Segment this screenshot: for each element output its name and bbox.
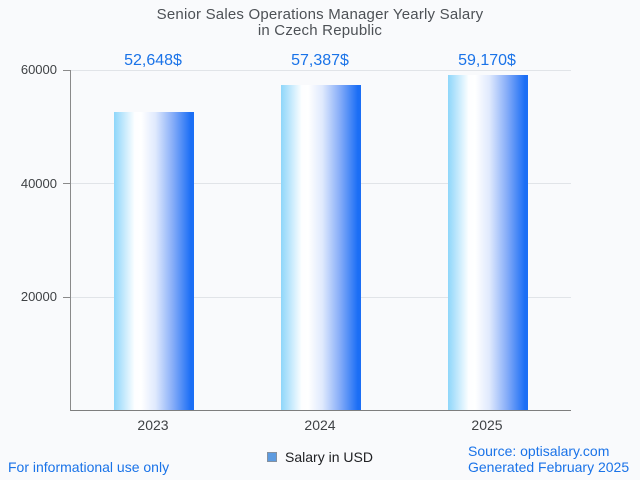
bar-value-label-2023: 52,648$ — [124, 52, 182, 69]
y-axis-tick-20000: 20000 — [20, 289, 57, 304]
plot-area — [63, 70, 571, 411]
bar-2025 — [448, 74, 528, 410]
tick-mark-20000 — [63, 297, 71, 298]
bar-2024 — [281, 84, 361, 410]
x-axis-label-2024: 2024 — [304, 417, 336, 433]
legend-label: Salary in USD — [285, 449, 373, 465]
legend: Salary in USD — [0, 449, 640, 465]
chart-title: Senior Sales Operations Manager Yearly S… — [0, 7, 640, 39]
gridline-60000 — [71, 70, 571, 71]
chart-title-line1: Senior Sales Operations Manager Yearly S… — [156, 6, 484, 23]
bar-2023 — [114, 111, 194, 410]
x-axis-label-2023: 2023 — [137, 417, 169, 433]
source-text: Source: optisalary.com — [468, 443, 610, 459]
source-block: Source: optisalary.com Generated Februar… — [468, 443, 629, 475]
generated-text: Generated February 2025 — [468, 459, 630, 475]
disclaimer-text: For informational use only — [8, 459, 170, 475]
x-axis-label-2025: 2025 — [471, 417, 503, 433]
legend-swatch-icon — [267, 452, 278, 462]
tick-mark-60000 — [63, 70, 71, 71]
chart-title-line2: in Czech Republic — [257, 22, 383, 39]
bar-value-label-2024: 57,387$ — [291, 52, 349, 69]
y-axis-tick-60000: 60000 — [20, 62, 57, 77]
y-axis-tick-40000: 40000 — [20, 176, 57, 191]
tick-mark-40000 — [63, 183, 71, 184]
bar-value-label-2025: 59,170$ — [458, 52, 516, 69]
